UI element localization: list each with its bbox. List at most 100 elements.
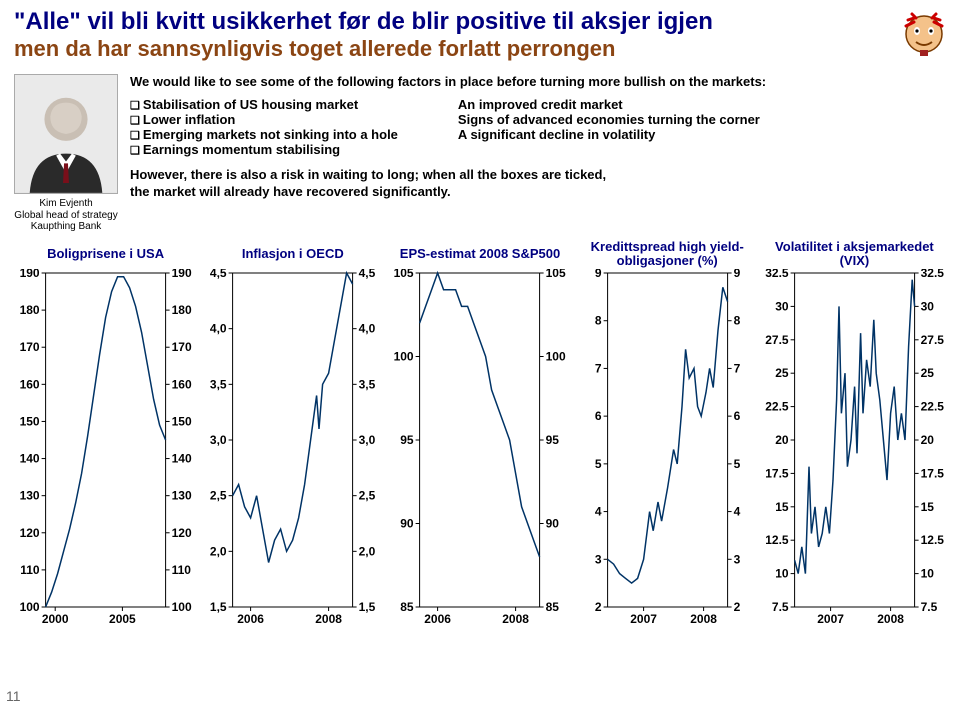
intro-bullets-left: Stabilisation of US housing market Lower… [130,97,398,157]
svg-text:9: 9 [595,269,602,280]
svg-text:2,0: 2,0 [359,544,376,558]
svg-text:4: 4 [733,504,740,518]
svg-text:180: 180 [20,303,40,317]
svg-text:2005: 2005 [109,612,136,626]
bullet: Stabilisation of US housing market [130,97,398,112]
svg-text:2007: 2007 [817,612,844,626]
svg-text:2006: 2006 [237,612,264,626]
bullet: Signs of advanced economies turning the … [458,112,760,127]
svg-text:22.5: 22.5 [765,399,789,413]
svg-text:3,5: 3,5 [359,377,376,391]
svg-text:150: 150 [172,414,192,428]
bullet: Earnings momentum stabilising [130,142,398,157]
svg-text:27.5: 27.5 [765,332,789,346]
svg-text:100: 100 [20,600,40,614]
svg-text:4,5: 4,5 [210,269,227,280]
author-org: Kaupthing Bank [14,221,118,233]
svg-text:5: 5 [595,456,602,470]
svg-text:90: 90 [546,516,560,530]
svg-text:85: 85 [546,600,560,614]
svg-text:4,5: 4,5 [359,269,376,280]
svg-text:30: 30 [920,299,934,313]
svg-text:12.5: 12.5 [920,533,944,547]
svg-text:15: 15 [920,499,934,513]
page-title-line1: "Alle" vil bli kvitt usikkerhet før de b… [14,8,946,36]
chart-svg: 1001001101101201201301301401401501501601… [14,269,197,629]
svg-text:2007: 2007 [630,612,657,626]
svg-text:10: 10 [920,566,934,580]
svg-text:105: 105 [546,269,566,280]
chart-panel: Inflasjon i OECD1,51,52,02,02,52,53,03,0… [201,239,384,634]
author-role: Global head of strategy [14,210,118,222]
svg-text:3,5: 3,5 [210,377,227,391]
chart-panel: Volatilitet i aksjemarkedet (VIX)7.57.51… [763,239,946,634]
svg-text:140: 140 [172,451,192,465]
svg-text:110: 110 [20,562,40,576]
bullet: Lower inflation [130,112,398,127]
svg-text:17.5: 17.5 [920,466,944,480]
svg-text:5: 5 [733,456,740,470]
bullet: Emerging markets not sinking into a hole [130,127,398,142]
svg-text:2008: 2008 [503,612,530,626]
svg-text:10: 10 [775,566,789,580]
svg-text:3: 3 [733,552,740,566]
svg-text:2,5: 2,5 [359,488,376,502]
svg-text:100: 100 [394,349,414,363]
svg-text:2008: 2008 [315,612,342,626]
svg-text:17.5: 17.5 [765,466,789,480]
svg-text:3,0: 3,0 [359,433,376,447]
chart-title: Inflasjon i OECD [201,239,384,269]
svg-text:160: 160 [20,377,40,391]
chart-title: EPS-estimat 2008 S&P500 [388,239,571,269]
svg-text:160: 160 [172,377,192,391]
svg-text:85: 85 [401,600,415,614]
svg-text:4,0: 4,0 [210,321,227,335]
svg-text:2008: 2008 [690,612,717,626]
svg-text:1,5: 1,5 [210,600,227,614]
intro-lead: We would like to see some of the followi… [130,74,946,89]
svg-text:3,0: 3,0 [210,433,227,447]
intro-note-1: However, there is also a risk in waiting… [130,167,946,182]
page-number: 11 [6,688,21,704]
svg-text:3: 3 [595,552,602,566]
svg-text:180: 180 [172,303,192,317]
chart-svg: 1,51,52,02,02,52,53,03,03,53,54,04,04,54… [201,269,384,629]
chart-panel: Boligprisene i USA1001001101101201201301… [14,239,197,634]
svg-text:7: 7 [595,361,602,375]
svg-text:27.5: 27.5 [920,332,944,346]
intro-bullets-right: An improved credit market Signs of advan… [458,97,760,157]
svg-text:2,5: 2,5 [210,488,227,502]
svg-text:130: 130 [20,488,40,502]
svg-text:120: 120 [20,525,40,539]
svg-text:9: 9 [733,269,740,280]
bullet: A significant decline in volatility [458,127,760,142]
svg-text:4: 4 [595,504,602,518]
svg-text:12.5: 12.5 [765,533,789,547]
svg-text:30: 30 [775,299,789,313]
author-name: Kim Evjenth [14,198,118,210]
svg-text:90: 90 [401,516,415,530]
svg-text:2006: 2006 [425,612,452,626]
svg-text:2,0: 2,0 [210,544,227,558]
svg-text:120: 120 [172,525,192,539]
svg-text:130: 130 [172,488,192,502]
svg-text:2000: 2000 [42,612,69,626]
author-caption: Kim Evjenth Global head of strategy Kaup… [14,198,118,233]
svg-text:7.5: 7.5 [920,600,937,614]
svg-text:95: 95 [546,433,560,447]
svg-text:105: 105 [394,269,414,280]
svg-text:100: 100 [546,349,566,363]
mascot-icon [896,4,952,60]
page-title-line2: men da har sannsynligvis toget allerede … [14,36,946,62]
svg-text:25: 25 [920,366,934,380]
svg-text:170: 170 [172,340,192,354]
svg-text:4,0: 4,0 [359,321,376,335]
author-photo [14,74,118,194]
svg-text:110: 110 [172,562,192,576]
chart-svg: 223344556677889920072008 [576,269,759,629]
chart-svg: 7.57.5101012.512.5151517.517.5202022.522… [763,269,946,629]
svg-text:32.5: 32.5 [765,269,789,280]
svg-text:20: 20 [775,433,789,447]
bullet: An improved credit market [458,97,760,112]
svg-text:25: 25 [775,366,789,380]
